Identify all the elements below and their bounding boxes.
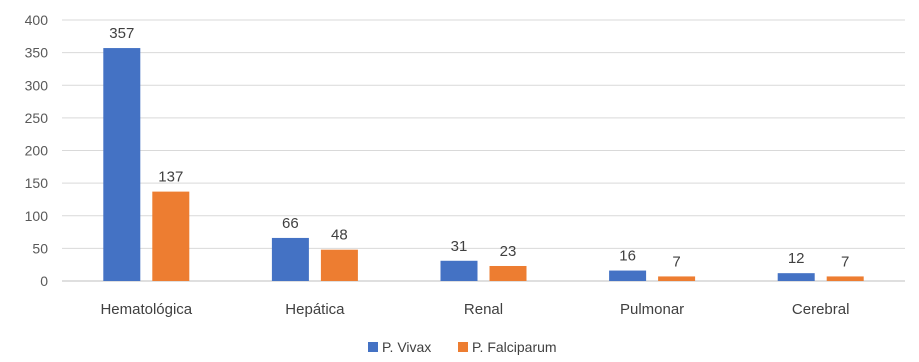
bar-p-falciparum: [152, 191, 190, 281]
y-axis: 0 50 100 150 200 250 300 350 400: [25, 12, 49, 289]
bar-p-vivax: [609, 270, 647, 281]
data-labels: 357 137 66 48 31 23 16 7 12 7: [109, 25, 849, 270]
data-label: 31: [451, 238, 468, 255]
data-label: 48: [331, 227, 348, 244]
bars: [103, 48, 864, 282]
bar-p-vivax: [440, 260, 478, 281]
bar-p-vivax: [777, 273, 815, 281]
y-tick-label: 50: [32, 240, 48, 256]
data-label: 12: [788, 250, 805, 267]
y-tick-label: 0: [40, 273, 48, 289]
data-label: 23: [500, 243, 517, 260]
x-axis: Hematológica Hepática Renal Pulmonar Cerebra…: [100, 301, 849, 318]
y-tick-label: 350: [25, 45, 49, 61]
data-label: 66: [282, 215, 299, 232]
data-label: 7: [672, 253, 680, 270]
y-tick-label: 300: [25, 77, 49, 93]
data-label: 137: [158, 169, 183, 186]
legend: P. Vivax P. Falciparum: [368, 339, 557, 355]
y-tick-label: 400: [25, 12, 49, 28]
y-tick-label: 250: [25, 110, 49, 126]
y-tick-label: 150: [25, 175, 49, 191]
data-label: 7: [841, 253, 849, 270]
legend-swatch: [458, 342, 468, 352]
bar-p-falciparum: [489, 265, 527, 281]
x-category-label: Renal: [464, 301, 503, 318]
x-category-label: Hepática: [285, 301, 345, 318]
bar-p-vivax: [271, 237, 309, 281]
gridlines: [62, 19, 905, 282]
x-category-label: Cerebral: [792, 301, 850, 318]
legend-label: P. Falciparum: [472, 339, 557, 355]
x-category-label: Pulmonar: [620, 301, 684, 318]
x-category-label: Hematológica: [100, 301, 192, 318]
data-label: 357: [109, 25, 134, 42]
legend-swatch: [368, 342, 378, 352]
y-tick-label: 200: [25, 143, 49, 159]
legend-label: P. Vivax: [382, 339, 431, 355]
bar-p-falciparum: [320, 249, 358, 281]
y-tick-label: 100: [25, 208, 49, 224]
bar-p-vivax: [103, 48, 141, 282]
bar-p-falciparum: [658, 276, 696, 281]
bar-p-falciparum: [826, 276, 864, 281]
data-label: 16: [619, 248, 636, 265]
